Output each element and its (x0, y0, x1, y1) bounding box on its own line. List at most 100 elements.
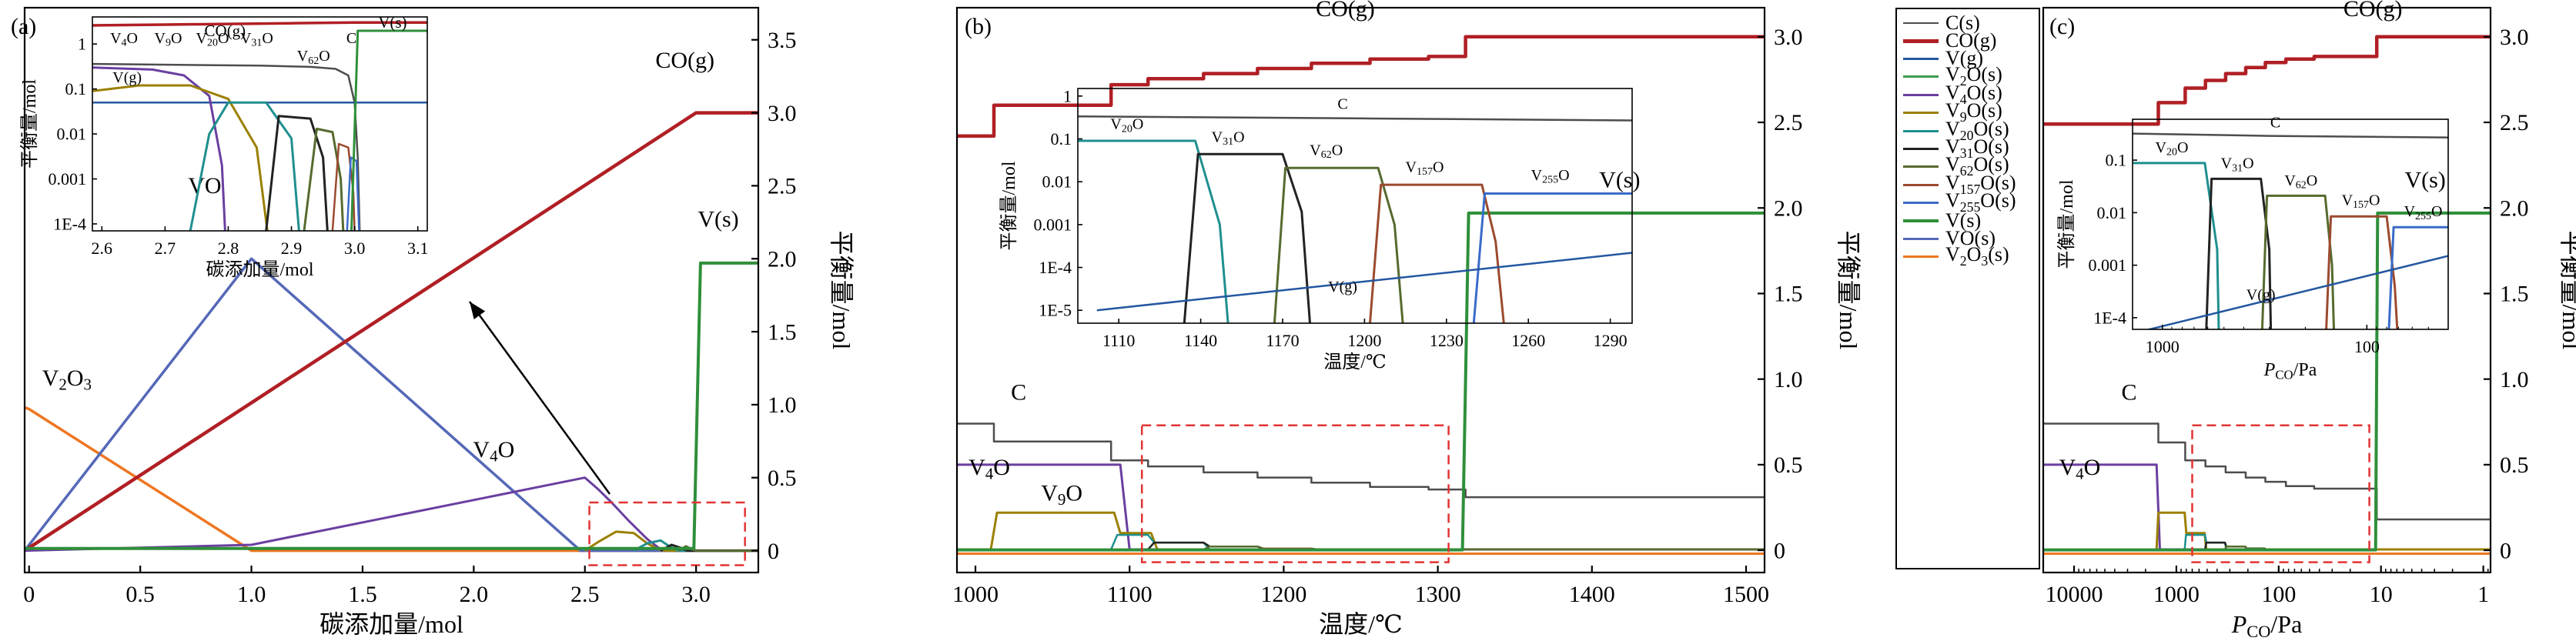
y-tick-label: 3.0 (2500, 25, 2529, 50)
y-tick-label: 0.01 (57, 125, 87, 144)
highlight-box (588, 501, 746, 566)
x-tick-label: 3.0 (681, 582, 711, 607)
y-tick-label: 1E-4 (2093, 308, 2126, 327)
series-CO(g) (25, 111, 758, 553)
x-axis-label: PCO/Pa (2263, 360, 2317, 382)
x-axis-label: PCO/Pa (2231, 610, 2303, 641)
chart-a: 0 0.5 1.0 1.5 2.0 2.5 3.0 0 0.5 1.0 1.5 2.0 2.5 3.0 3.… (11, 6, 855, 638)
axes-frame (2042, 6, 2492, 574)
legend-swatch (1903, 147, 1939, 150)
series-V9O (584, 530, 758, 553)
y-tick-label: 1.5 (1774, 282, 1803, 307)
y-tick-label: 1 (78, 35, 86, 54)
series-label: VO (188, 173, 221, 199)
series-label: CO(g) (205, 22, 246, 40)
legend-swatch (1903, 22, 1939, 24)
series-CO(g) (92, 21, 427, 27)
series-label: V4O (2059, 455, 2100, 482)
legend-label: V4O(s) (1945, 81, 2002, 108)
series-V4O (957, 463, 1765, 551)
series-V255O (2387, 225, 2448, 329)
legend-label: V9O(s) (1945, 99, 2002, 125)
legend-label: V31O(s) (1945, 135, 2009, 162)
series-V20O (189, 101, 300, 231)
x-tick-label: 1300 (1415, 582, 1461, 607)
y-axis-label: 平衡量/mol (2056, 179, 2077, 269)
legend-item: VO(s) (1897, 227, 2039, 250)
legend: C(s) CO(g) V(g) V2O(s) V4O(s) V9O(s) V20O(s) V3… (1895, 8, 2040, 569)
series-label: V31O (240, 30, 273, 49)
y-tick-label: 2.0 (1774, 195, 1803, 221)
legend-swatch (1903, 75, 1939, 78)
legend-label: V255O(s) (1945, 189, 2016, 215)
legend-item: V2O3(s) (1897, 245, 2039, 268)
y-tick-label: 0.001 (49, 169, 87, 189)
series-label: CO(g) (655, 48, 714, 73)
legend-item: V9O(s) (1897, 99, 2039, 125)
y-axis-label: 平衡量/mol (828, 231, 855, 350)
series-V(g) (2145, 255, 2448, 329)
series-label: V20O (196, 30, 229, 49)
y-tick-label: 1.0 (1774, 367, 1803, 392)
x-tick-label: 1000 (952, 582, 999, 607)
series-label: V(s) (378, 13, 406, 32)
y-tick-label: 2.5 (768, 174, 797, 199)
series-label: V4O (969, 455, 1010, 482)
legend-item: V(g) (1897, 48, 2039, 68)
series-label: V157O (1405, 159, 1444, 178)
x-tick-label: 1500 (1723, 582, 1769, 607)
legend-swatch (1903, 112, 1939, 115)
y-tick-label: 1E-4 (1039, 258, 1072, 277)
y-tick-label: 0.01 (2097, 203, 2127, 222)
y-tick-label: 0 (1774, 538, 1785, 563)
y-tick-label: 3.0 (1774, 25, 1803, 50)
series-label: V(s) (2404, 168, 2445, 193)
y-axis-label: 平衡量/mol (19, 79, 40, 169)
series-label: C (346, 30, 356, 47)
series-C (2043, 422, 2491, 521)
y-tick-label: 2.0 (768, 246, 797, 272)
series-V62O (1273, 166, 1404, 323)
x-tick-label: 1000 (2146, 337, 2180, 356)
y-tick-label: 1.0 (768, 392, 797, 418)
legend-swatch (1903, 57, 1939, 60)
legend-item: V31O(s) (1897, 135, 2039, 162)
legend-label: CO(g) (1945, 29, 1997, 52)
series-label: V(g) (2246, 286, 2276, 303)
series-V9O (92, 84, 269, 231)
legend-item: V62O(s) (1897, 155, 2039, 178)
series-label: V255O (2404, 203, 2443, 222)
x-axis-label: 温度/℃ (1319, 610, 1403, 638)
y-tick-label: 0 (2500, 538, 2511, 563)
series-label: V4O (110, 30, 138, 49)
series-V(s) (25, 261, 758, 550)
chart-c: 10000 1000 100 10 10 0.5 1.0 1.5 2.0 2.5 3.0 PCO/Pa… (2042, 0, 2576, 641)
x-tick-label: 10000 (2046, 582, 2103, 607)
series-label: V20O (1110, 116, 1143, 135)
y-tick-label: 0.1 (1051, 129, 1072, 149)
series-label: V31O (2221, 155, 2254, 175)
axes-frame (955, 6, 1766, 574)
legend-item: C(s) (1897, 12, 2039, 32)
annotation-arrow (468, 301, 611, 495)
x-tick-label: 1200 (1347, 331, 1381, 350)
x-tick-label: 1000 (2153, 582, 2200, 607)
legend-label: V2O3(s) (1945, 243, 2009, 269)
axes-frame (1077, 88, 1633, 324)
legend-label: V20O(s) (1945, 117, 2009, 143)
series-label: V9O (1041, 481, 1082, 509)
series-label: V62O (2284, 172, 2317, 192)
x-axis-label: 温度/℃ (1323, 352, 1387, 372)
series-label: CO(g) (2343, 0, 2403, 22)
x-tick-label: 1.5 (348, 582, 377, 607)
legend-swatch (1903, 38, 1939, 43)
series-V62O (303, 127, 345, 231)
series-V31O (1183, 152, 1311, 323)
legend-label: VO(s) (1945, 227, 1996, 250)
y-axis-label: 平衡量/mol (1835, 231, 1862, 350)
x-tick-label: 2.7 (155, 239, 176, 258)
legend-item: V20O(s) (1897, 119, 2039, 142)
chart-c-inset: 1000 100 0.1 0.01 0.001 1E-4 PCO/Pa 平衡量/mol C V20… (2056, 115, 2449, 382)
series-V(s) (957, 211, 1765, 552)
y-tick-label: 3.0 (768, 101, 797, 126)
